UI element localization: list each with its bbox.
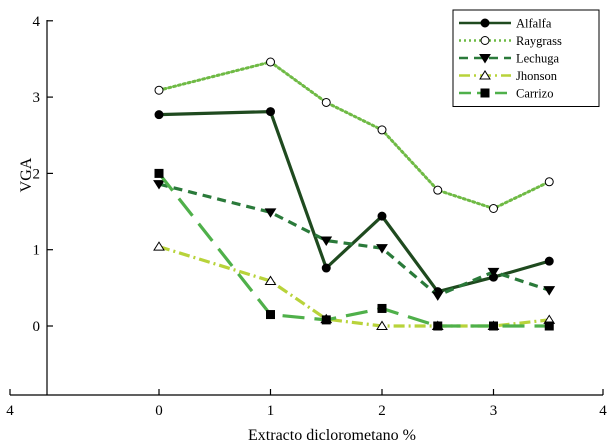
data-point xyxy=(433,185,443,195)
data-point xyxy=(321,315,331,325)
legend-marker xyxy=(479,54,491,64)
x-tick-label: 0 xyxy=(155,403,163,419)
x-tick-label: 3 xyxy=(490,403,498,419)
data-point xyxy=(377,125,387,135)
legend-marker xyxy=(480,36,490,45)
data-point xyxy=(376,320,388,330)
series-line xyxy=(157,172,550,328)
legend-entry-raygrass: Raygrass xyxy=(459,34,562,48)
x-axis-title: Extracto diclorometano % xyxy=(248,427,416,443)
data-point xyxy=(321,263,331,273)
legend-marker xyxy=(480,88,490,98)
data-point xyxy=(487,267,500,278)
series-jhonson xyxy=(153,241,556,330)
data-point xyxy=(544,177,554,187)
legend-label: Carrizo xyxy=(516,87,553,101)
legend-label: Alfalfa xyxy=(516,17,552,31)
x-tick-label: 4 xyxy=(599,403,607,419)
data-point xyxy=(154,85,164,95)
x-tick-label: 4 xyxy=(6,403,14,419)
data-point xyxy=(264,275,277,285)
series-lechuga xyxy=(153,180,556,301)
legend-entry-alfalfa: Alfalfa xyxy=(459,17,552,31)
legend-entry-jhonson: Jhonson xyxy=(459,69,558,83)
data-point xyxy=(153,180,165,190)
data-point xyxy=(431,291,444,301)
data-point xyxy=(377,303,387,313)
y-axis-title: VGA xyxy=(18,157,35,192)
data-point xyxy=(266,57,275,67)
data-point xyxy=(154,168,164,178)
data-point xyxy=(489,203,498,213)
data-point xyxy=(320,236,333,246)
data-point xyxy=(377,211,387,221)
legend-marker xyxy=(480,18,490,28)
legend: Alfalfa Raygrass Lechuga Jhonson Carrizo xyxy=(452,9,600,107)
data-point xyxy=(543,286,556,296)
legend-label: Jhonson xyxy=(516,69,558,83)
data-point xyxy=(154,110,164,120)
data-point xyxy=(544,321,554,331)
data-point xyxy=(433,321,443,331)
data-point xyxy=(264,208,277,218)
y-tick-label: 1 xyxy=(33,243,41,259)
series-carrizo xyxy=(154,168,554,331)
y-tick-label: 3 xyxy=(33,90,41,106)
data-point xyxy=(153,241,165,251)
y-tick-label: 4 xyxy=(33,14,41,30)
legend-marker xyxy=(479,70,491,80)
y-tick-label: 0 xyxy=(33,319,41,335)
series-raygrass xyxy=(154,57,554,213)
series-alfalfa xyxy=(154,107,554,297)
data-point xyxy=(266,310,275,320)
series-layer xyxy=(153,57,556,331)
series-line xyxy=(158,109,550,294)
y-tick-label: 2 xyxy=(33,166,41,182)
data-point xyxy=(321,97,331,107)
legend-entry-lechuga: Lechuga xyxy=(459,52,559,66)
axes: 0 1 2 3 4 4 0 1 2 3 4 xyxy=(6,14,607,419)
data-point xyxy=(266,107,275,117)
x-tick-label: 2 xyxy=(378,403,386,419)
data-point xyxy=(376,244,388,254)
legend-label: Raygrass xyxy=(516,34,562,48)
x-tick-label: 1 xyxy=(267,403,275,419)
legend-entry-carrizo: Carrizo xyxy=(459,87,553,101)
data-point xyxy=(544,256,554,266)
legend-label: Lechuga xyxy=(516,52,559,66)
data-point xyxy=(489,321,498,331)
